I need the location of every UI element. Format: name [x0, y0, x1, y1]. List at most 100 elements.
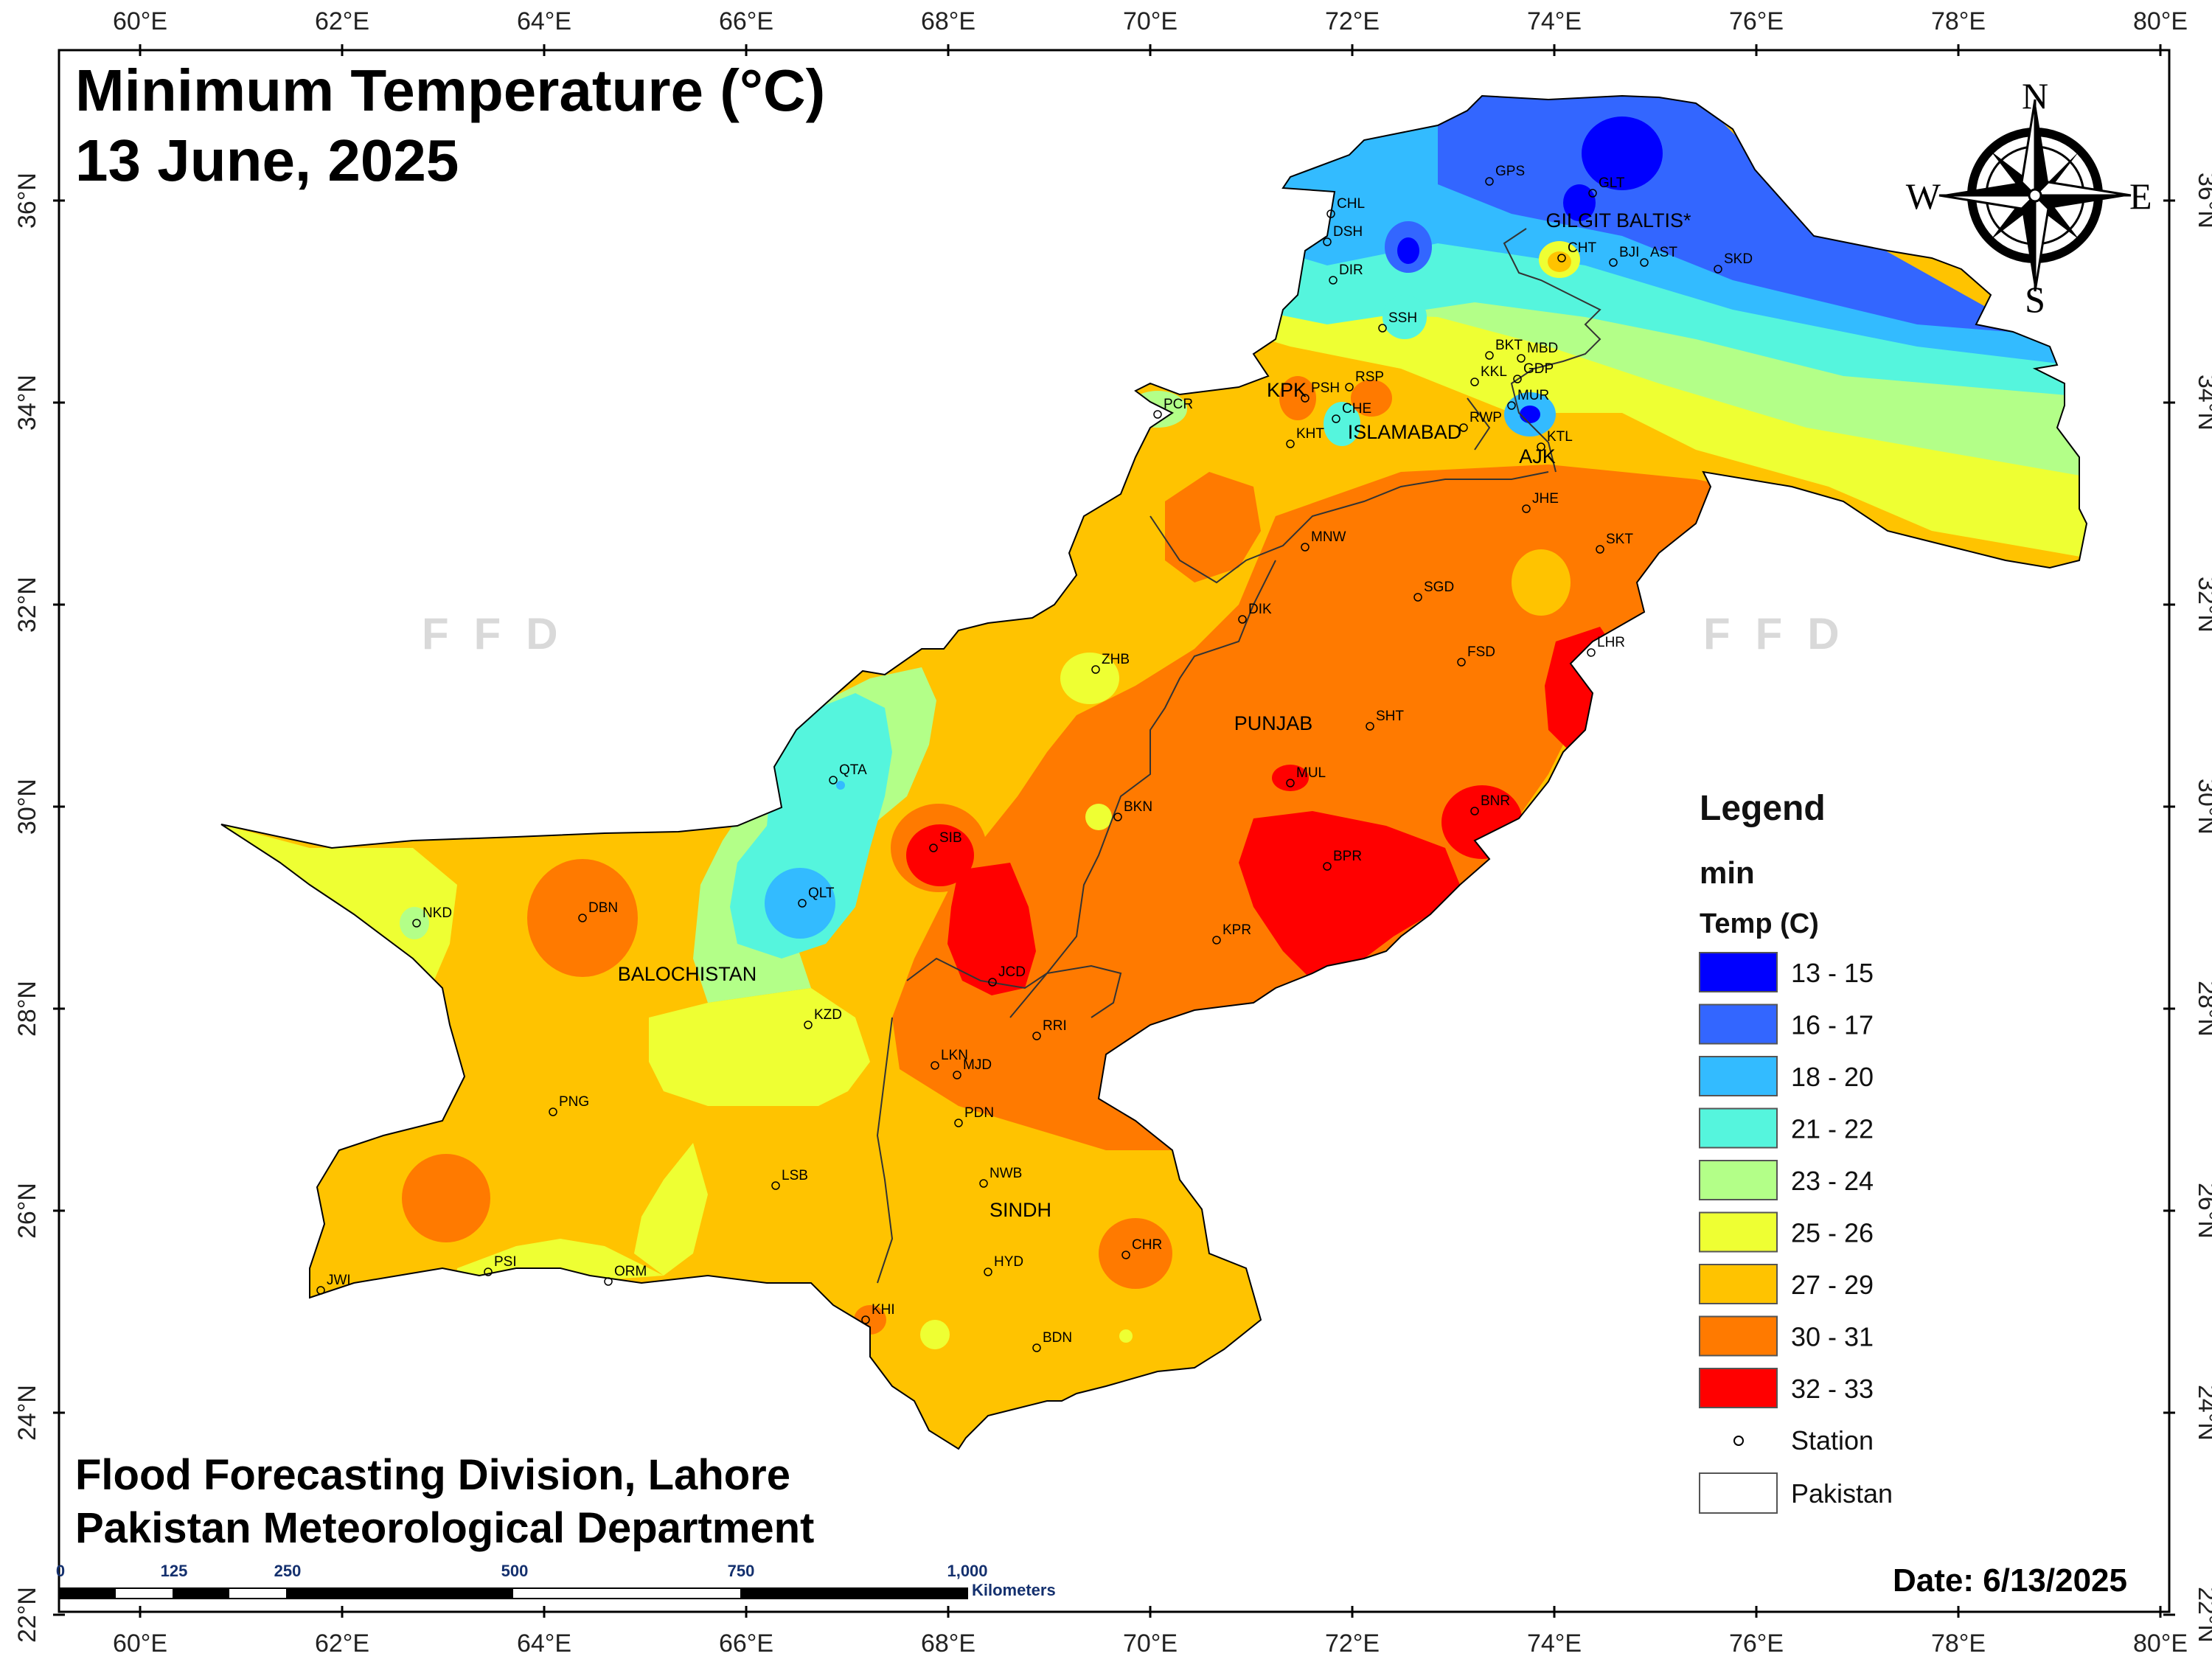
station-marker: [1522, 504, 1531, 513]
north-arrow: N S E W: [1906, 75, 2152, 320]
zone-30-31: [1165, 472, 1261, 582]
region-label-sindh: SINDH: [990, 1199, 1051, 1221]
legend-swatch: [1699, 1107, 1778, 1149]
legend-swatch: [1699, 952, 1778, 992]
legend-station-symbol: [1733, 1436, 1744, 1446]
lon-label: 60°E: [113, 7, 167, 35]
station-label: GLT: [1599, 175, 1625, 191]
latitude-labels-right: 36°N 34°N 32°N 30°N 28°N 26°N 24°N 22°N: [2193, 173, 2212, 1643]
station-label: GPS: [1495, 164, 1525, 179]
station-mjd: MJD: [953, 1057, 992, 1079]
station-label: NWB: [990, 1166, 1022, 1181]
station-marker: [1378, 324, 1387, 333]
station-label: DIR: [1339, 262, 1363, 278]
station-cht: CHT: [1557, 240, 1596, 262]
station-ssh: SSH: [1378, 310, 1417, 333]
zone-18-20: [836, 781, 845, 790]
zone-13-15: [1563, 184, 1596, 221]
station-chl: CHL: [1326, 196, 1365, 218]
lon-label: 66°E: [719, 1630, 773, 1658]
station-label: BPR: [1333, 849, 1362, 864]
station-psi: PSI: [484, 1254, 517, 1276]
legend-class-label: 13 - 15: [1791, 958, 1874, 988]
station-dik: DIK: [1238, 602, 1272, 624]
legend-class-label: 32 - 33: [1791, 1374, 1874, 1404]
zone-32-33: [1272, 765, 1309, 791]
station-jwi: JWI: [316, 1273, 351, 1295]
station-label: MNW: [1311, 529, 1346, 545]
station-label: JHE: [1532, 491, 1559, 507]
station-marker: [861, 1315, 870, 1324]
station-qta: QTA: [829, 762, 867, 785]
station-psh: PSH: [1301, 380, 1340, 403]
station-label: SIB: [939, 830, 962, 846]
station-hyd: HYD: [984, 1254, 1023, 1276]
zone-13-15: [1582, 116, 1663, 190]
zone-13-15: [1520, 406, 1540, 423]
lon-label: 76°E: [1729, 7, 1784, 35]
station-marker: [549, 1107, 557, 1116]
station-png: PNG: [549, 1094, 589, 1116]
lon-label: 68°E: [921, 7, 975, 35]
station-marker: [1366, 722, 1374, 731]
zone-30-31: [402, 1154, 490, 1242]
region-label-gilgit: GILGIT BALTIS*: [1545, 209, 1691, 232]
station-marker: [1640, 258, 1649, 267]
station-bkt: BKT: [1485, 338, 1523, 360]
compass-n-label: N: [2022, 75, 2048, 116]
station-skt: SKT: [1596, 532, 1633, 554]
zone-18-20: [765, 868, 835, 939]
zone-21-22: [1382, 295, 1427, 339]
lat-label: 30°N: [13, 779, 41, 835]
station-label: KTL: [1547, 429, 1573, 445]
legend-heading: Legend: [1700, 789, 1826, 828]
station-sht: SHT: [1366, 709, 1404, 731]
lat-label: 26°N: [13, 1183, 41, 1239]
station-marker: [1121, 1251, 1130, 1259]
compass-e-label: E: [2129, 175, 2152, 217]
footer-organization: Flood Forecasting Division, Lahore: [75, 1451, 790, 1499]
station-dbn: DBN: [578, 900, 618, 922]
station-marker: [604, 1277, 613, 1286]
station-marker: [1609, 258, 1618, 267]
region-label-punjab: PUNJAB: [1234, 712, 1313, 734]
scale-tick-label: 1,000: [947, 1562, 987, 1580]
lat-label: 22°N: [13, 1587, 41, 1643]
lon-label: 72°E: [1325, 7, 1380, 35]
station-label: BJI: [1619, 245, 1639, 260]
watermark: FFD: [1703, 609, 1865, 658]
station-label: BKT: [1495, 338, 1523, 353]
footer-department: Pakistan Meteorological Department: [75, 1504, 814, 1552]
lat-label: 36°N: [2193, 173, 2212, 229]
station-jcd: JCD: [988, 964, 1026, 987]
zone-25-26: [920, 1320, 950, 1349]
legend-class-label: 16 - 17: [1791, 1010, 1874, 1040]
station-label: BKN: [1124, 799, 1152, 815]
lon-label: 68°E: [921, 1630, 975, 1658]
lon-label: 74°E: [1527, 7, 1582, 35]
station-marker: [1485, 177, 1494, 186]
station-rsp: RSP: [1345, 369, 1384, 392]
station-marker: [1714, 265, 1722, 274]
station-skd: SKD: [1714, 251, 1753, 274]
station-lhr: LHR: [1587, 635, 1625, 657]
lon-label: 78°E: [1931, 7, 1986, 35]
station-marker: [1457, 658, 1466, 667]
station-dsh: DSH: [1323, 224, 1363, 246]
station-label: PSI: [494, 1254, 517, 1270]
legend-station-label: Station: [1791, 1425, 1874, 1455]
scale-unit: Kilometers: [972, 1581, 1056, 1599]
station-marker: [771, 1181, 780, 1190]
lat-label: 28°N: [13, 981, 41, 1037]
station-marker: [988, 978, 997, 987]
scale-tick-label: 250: [274, 1562, 302, 1580]
station-bji: BJI: [1609, 245, 1639, 267]
scale-segment: [173, 1588, 229, 1599]
station-marker: [829, 776, 838, 785]
station-marker: [984, 1267, 992, 1276]
map-title: Minimum Temperature (°C): [75, 58, 825, 123]
station-chr: CHR: [1121, 1237, 1162, 1259]
station-marker: [1537, 442, 1545, 451]
compass-point-e-light: [2032, 181, 2132, 197]
station-label: KZD: [814, 1007, 842, 1023]
